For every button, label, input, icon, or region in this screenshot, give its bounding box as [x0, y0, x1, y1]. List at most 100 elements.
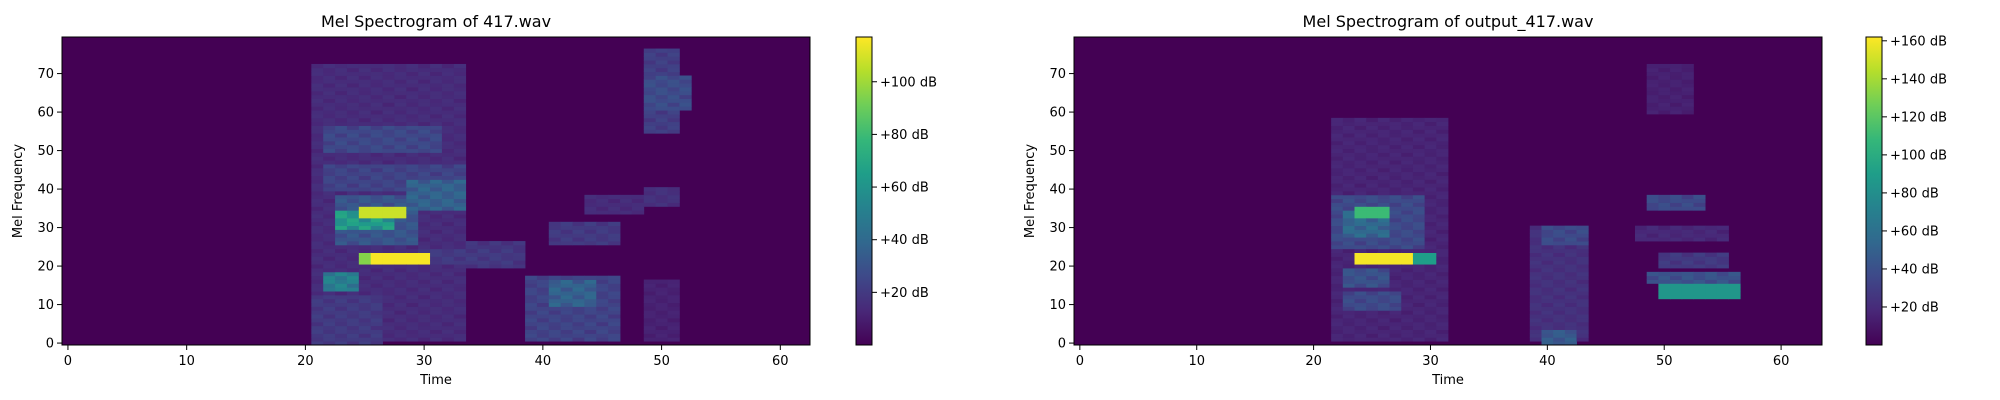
heatmap-cell — [1646, 237, 1659, 242]
heatmap-cell — [370, 133, 383, 138]
heatmap-cell — [323, 314, 336, 319]
heatmap-cell — [418, 283, 431, 288]
heatmap-cell — [1424, 198, 1437, 203]
heatmap-cell — [1377, 191, 1390, 196]
heatmap-cell — [453, 94, 467, 99]
heatmap-cell — [441, 167, 455, 173]
heatmap-cell — [311, 202, 324, 207]
heatmap-cell — [441, 102, 455, 107]
heatmap-cell — [1331, 275, 1344, 280]
heatmap-cell — [323, 206, 336, 211]
heatmap-cell — [323, 268, 336, 273]
heatmap-cell — [560, 321, 573, 327]
heatmap-cell — [358, 63, 372, 69]
heatmap-cell — [1658, 264, 1671, 269]
heatmap-cell — [1716, 271, 1729, 277]
heatmap-cell — [584, 221, 597, 227]
heatmap-cell — [1354, 248, 1367, 253]
colorbar-tick-label: +20 dB — [1890, 300, 1939, 315]
heatmap-cell — [418, 144, 431, 150]
heatmap-cell — [667, 314, 680, 319]
heatmap-cell — [560, 229, 573, 234]
heatmap-cell — [1681, 264, 1694, 269]
heatmap-cell — [572, 287, 585, 292]
heatmap-cell — [370, 117, 383, 123]
heatmap-cell — [311, 102, 324, 107]
heatmap-cell — [1564, 325, 1577, 330]
heatmap-cell — [1693, 229, 1706, 234]
heatmap-cell — [1412, 129, 1426, 134]
heatmap-cell — [1670, 237, 1683, 242]
heatmap-cell — [1670, 256, 1683, 261]
heatmap-cell — [358, 333, 372, 338]
heatmap-cell — [1377, 294, 1390, 300]
heatmap-cell — [441, 83, 455, 88]
heatmap-cell — [1342, 244, 1355, 250]
heatmap-cell — [1670, 287, 1683, 292]
heatmap-cell — [1553, 321, 1566, 327]
heatmap-cell — [1705, 291, 1718, 296]
heatmap-cell — [406, 125, 419, 130]
heatmap-cell — [655, 60, 668, 65]
heatmap-cell — [560, 337, 573, 342]
heatmap-cell — [643, 117, 657, 123]
heatmap-cell — [1541, 298, 1554, 304]
heatmap-cell — [1541, 233, 1554, 238]
heatmap-cell — [335, 121, 348, 126]
heatmap-cell — [1529, 264, 1542, 269]
heatmap-cell — [548, 333, 562, 338]
heatmap-cell — [1693, 260, 1706, 265]
heatmap-cell — [323, 87, 336, 92]
heatmap-cell — [418, 102, 431, 107]
heatmap-cell — [370, 175, 383, 180]
heatmap-cell — [441, 133, 455, 138]
heatmap-cell — [1342, 241, 1355, 246]
heatmap-cell — [1436, 294, 1449, 300]
heatmap-cell — [335, 106, 348, 111]
heatmap-cell — [406, 233, 419, 238]
heatmap-cell — [1705, 260, 1718, 265]
heatmap-cell — [453, 125, 467, 130]
heatmap-cell — [536, 310, 550, 315]
heatmap-cell — [406, 129, 419, 134]
heatmap-cell — [1342, 129, 1355, 134]
heatmap-cell — [1412, 260, 1426, 265]
heatmap-cell — [335, 114, 348, 119]
colorbar-ticks-1: +20 dB+40 dB+60 dB+80 dB+100 dB — [872, 75, 937, 301]
heatmap-cell — [453, 75, 467, 80]
heatmap-cell — [667, 310, 680, 315]
heatmap-cell — [358, 248, 372, 253]
heatmap-cell — [382, 63, 395, 69]
x-axis-ticks-1: 0 10 20 30 40 50 60 — [64, 345, 789, 369]
heatmap-cell — [406, 221, 419, 227]
heatmap-cell — [1342, 140, 1355, 146]
heatmap-cell — [382, 268, 395, 273]
heatmap-cell — [358, 102, 372, 107]
heatmap-cell — [335, 264, 348, 269]
heatmap-cell — [1366, 241, 1379, 246]
heatmap-cell — [655, 110, 668, 115]
heatmap-cell — [406, 94, 419, 99]
heatmap-cell — [453, 114, 467, 119]
heatmap-cell — [1401, 194, 1414, 200]
heatmap-cell — [1389, 302, 1402, 307]
y-tick-label: 10 — [1049, 298, 1066, 313]
heatmap-cell — [370, 333, 383, 338]
x-tick-label: 0 — [1076, 354, 1084, 369]
heatmap-cell — [1553, 318, 1566, 323]
heatmap-cell — [311, 237, 324, 242]
heatmap-cell — [1564, 225, 1577, 230]
heatmap-cell — [1354, 137, 1367, 142]
heatmap-cell — [1436, 129, 1449, 134]
heatmap-cell — [453, 187, 467, 192]
heatmap-cell — [1342, 283, 1355, 288]
heatmap-cell — [1412, 291, 1426, 296]
heatmap-cell — [1564, 260, 1577, 265]
heatmap-cell — [441, 79, 455, 84]
heatmap-cell — [382, 206, 395, 211]
heatmap-cell — [643, 56, 657, 61]
heatmap-cell — [608, 325, 621, 330]
heatmap-cell — [453, 102, 467, 107]
heatmap-cell — [1389, 283, 1402, 288]
heatmap-cell — [453, 310, 467, 315]
